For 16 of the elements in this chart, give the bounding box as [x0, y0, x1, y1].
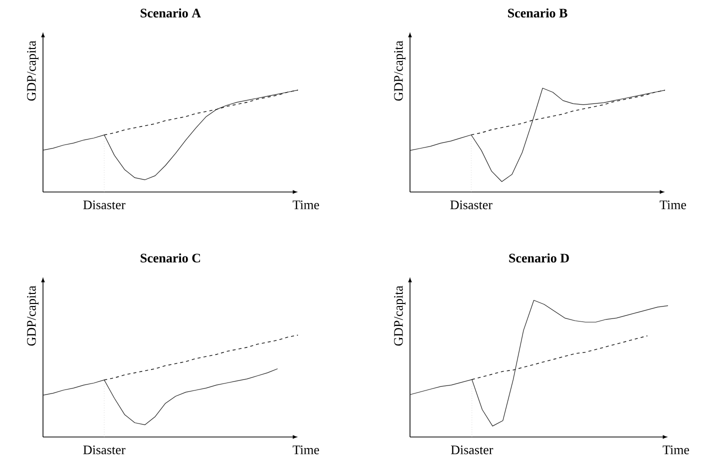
- x-axis-title: Time: [292, 200, 320, 210]
- x-axis-title: Time: [662, 446, 690, 454]
- text: Disaster: [450, 200, 492, 210]
- x-axis-title: Time: [292, 446, 320, 454]
- text: Disaster: [83, 200, 126, 210]
- y-axis-title: GDP/capita: [27, 286, 38, 346]
- y-axis-title: GDP/capita: [394, 40, 406, 101]
- x-axis-title: Time: [660, 200, 686, 210]
- y-axis-title: GDP/capita: [394, 286, 406, 346]
- chart-title: Scenario A: [140, 8, 201, 18]
- text: Disaster: [451, 446, 494, 454]
- chart-title: Scenario C: [140, 253, 200, 262]
- chart-title: Scenario D: [509, 253, 569, 262]
- y-axis-title: GDP/capita: [27, 40, 38, 101]
- text: Disaster: [83, 446, 126, 454]
- chart-title: Scenario B: [508, 8, 568, 18]
